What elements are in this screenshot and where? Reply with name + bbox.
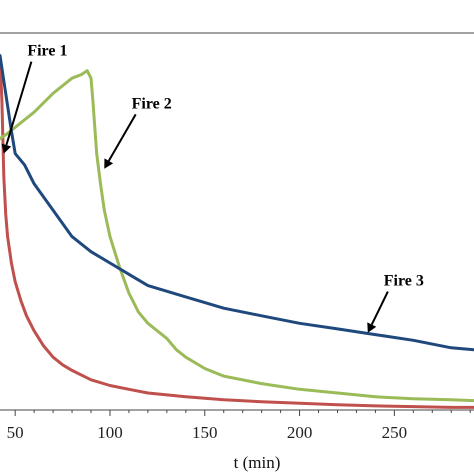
annotation-arrow xyxy=(370,291,389,326)
x-ticks: 50 100 150 200 250 xyxy=(7,410,471,442)
x-tick-label: 50 xyxy=(7,423,24,442)
x-tick-label: 100 xyxy=(97,423,123,442)
x-tick-label: 150 xyxy=(192,423,218,442)
annotation-label: Fire 2 xyxy=(132,95,172,112)
x-tick-label: 200 xyxy=(287,423,313,442)
annotation-arrow xyxy=(5,61,33,146)
series-line-1 xyxy=(0,54,474,409)
annotation-label: Fire 1 xyxy=(27,43,67,60)
annotation-arrowhead xyxy=(367,322,377,333)
annotations: Fire 1 Fire 2 Fire 3 xyxy=(1,43,424,333)
annotation-arrowhead xyxy=(1,143,12,154)
x-axis-label: t (min) xyxy=(234,453,281,472)
series-line-2 xyxy=(0,69,474,403)
x-tick-label: 250 xyxy=(382,423,408,442)
series-lines xyxy=(0,54,474,409)
annotation-arrowhead xyxy=(104,158,114,169)
series-line-3 xyxy=(0,54,474,352)
annotation-arrow xyxy=(107,113,137,162)
annotation-label: Fire 3 xyxy=(384,273,424,290)
